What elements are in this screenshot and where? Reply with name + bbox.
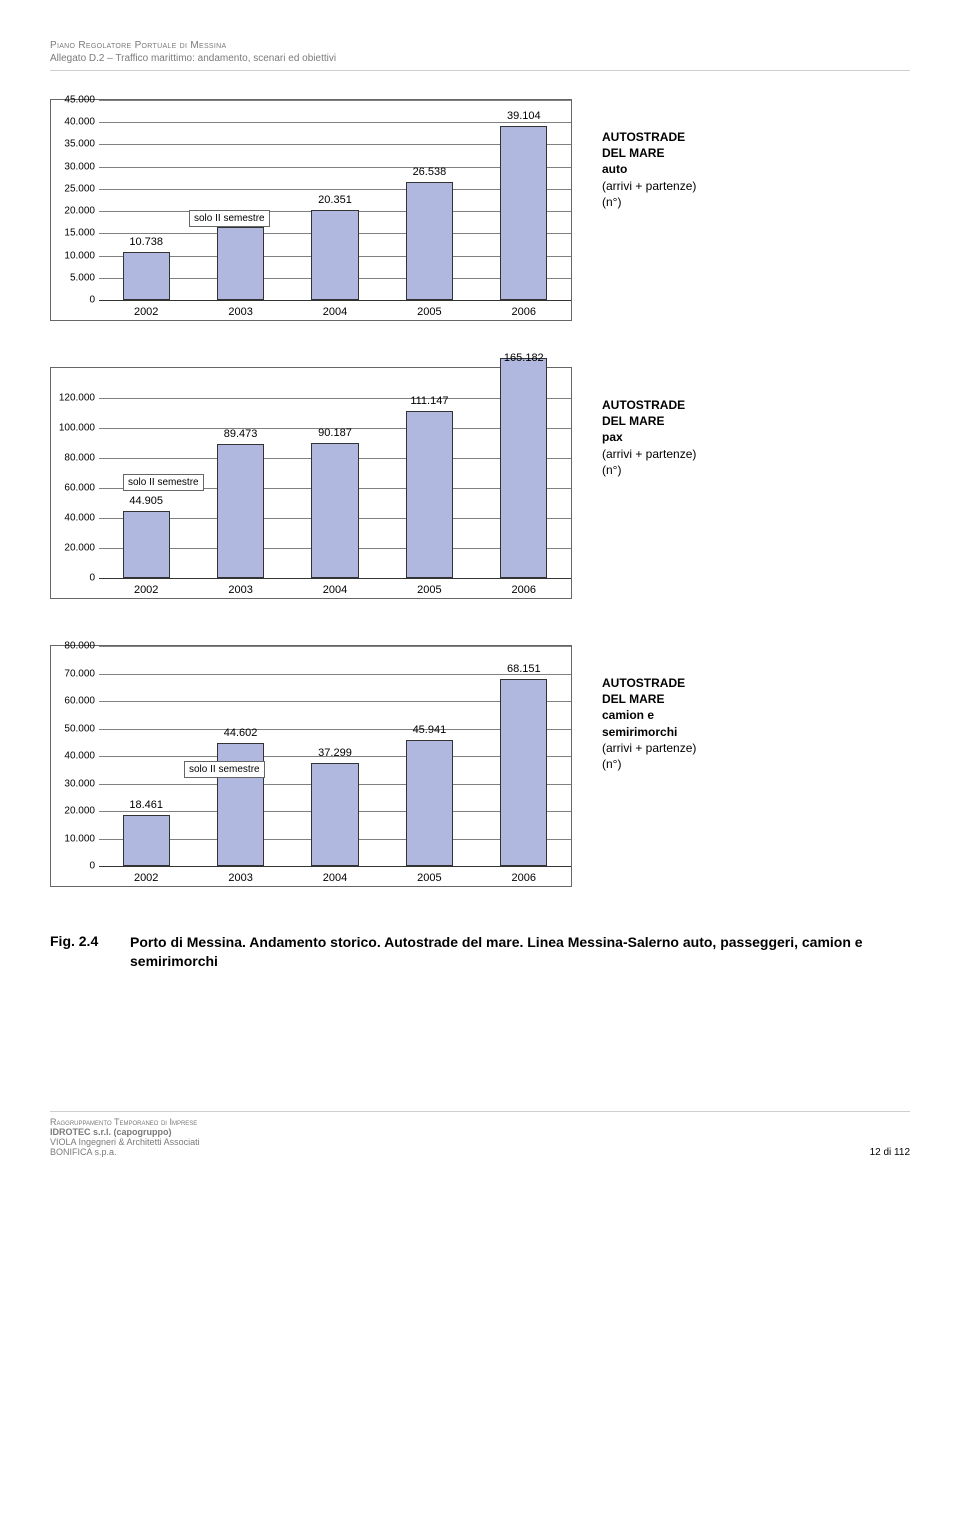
bar-chart: 0 20.000 40.000 60.000 80.000 100.000 120.000 4… <box>50 367 572 599</box>
y-axis-label: 20.000 <box>55 806 95 817</box>
page-number: 12 di 112 <box>870 1147 910 1158</box>
chart-bar <box>500 358 547 578</box>
y-axis-label: 60.000 <box>55 696 95 707</box>
bar-value-label: 89.473 <box>224 428 258 440</box>
doc-title: Piano Regolatore Portuale di Messina <box>50 40 910 51</box>
y-axis-label: 25.000 <box>55 183 95 194</box>
chart-row: 0 20.000 40.000 60.000 80.000 100.000 120.000 4… <box>50 367 910 599</box>
divider <box>50 70 910 71</box>
bar-value-label: 111.147 <box>410 395 448 407</box>
y-axis-label: 45.000 <box>55 95 95 106</box>
figure-label: Fig. 2.4 <box>50 933 130 971</box>
bar-value-label: 37.299 <box>318 747 352 759</box>
chart-bar <box>311 763 358 866</box>
bar-value-label: 44.905 <box>129 495 163 507</box>
y-axis-label: 50.000 <box>55 723 95 734</box>
figure-caption: Fig. 2.4 Porto di Messina. Andamento sto… <box>50 933 910 971</box>
chart-bar <box>406 182 453 300</box>
y-axis-label: 10.000 <box>55 250 95 261</box>
chart-bar <box>217 444 264 578</box>
x-axis-label: 2005 <box>417 872 441 884</box>
bar-value-label: 20.351 <box>318 194 352 206</box>
bar-value-label: 165.182 <box>504 352 544 364</box>
x-axis-label: 2006 <box>512 872 536 884</box>
bar-chart: 0 10.000 20.000 30.000 40.000 50.000 60.000 70.… <box>50 645 572 887</box>
y-axis-label: 35.000 <box>55 139 95 150</box>
bar-value-label: 10.738 <box>129 236 163 248</box>
x-axis-label: 2003 <box>228 306 252 318</box>
y-axis-label: 0 <box>55 573 95 584</box>
y-axis-label: 10.000 <box>55 833 95 844</box>
footer-line2: IDROTEC s.r.l. (capogruppo) <box>50 1127 910 1137</box>
y-axis-label: 100.000 <box>55 423 95 434</box>
y-axis-label: 120.000 <box>55 393 95 404</box>
y-axis-label: 60.000 <box>55 483 95 494</box>
chart-bar <box>123 815 170 866</box>
bar-value-label: 90.187 <box>318 427 352 439</box>
footer-line4: BONIFICA s.p.a. <box>50 1147 117 1157</box>
chart-caption: AUTOSTRADEDEL MAREauto(arrivi + partenze… <box>602 99 782 210</box>
y-axis-label: 5.000 <box>55 272 95 283</box>
x-axis-label: 2006 <box>512 306 536 318</box>
y-axis-label: 80.000 <box>55 453 95 464</box>
chart-annotation: solo II semestre <box>184 761 265 778</box>
chart-row: 0 10.000 20.000 30.000 40.000 50.000 60.000 70.… <box>50 645 910 887</box>
x-axis-label: 2003 <box>228 872 252 884</box>
x-axis-label: 2004 <box>323 584 347 596</box>
chart-row: 0 5.000 10.000 15.000 20.000 25.000 30.000 35.0… <box>50 99 910 321</box>
bar-chart: 0 5.000 10.000 15.000 20.000 25.000 30.000 35.0… <box>50 99 572 321</box>
footer: Raggruppamento Temporaneo di Imprese IDR… <box>50 1111 910 1157</box>
x-axis-label: 2002 <box>134 872 158 884</box>
y-axis-label: 40.000 <box>55 513 95 524</box>
y-axis-label: 15.000 <box>55 228 95 239</box>
x-axis-label: 2006 <box>512 584 536 596</box>
x-axis-label: 2004 <box>323 306 347 318</box>
bar-value-label: 18.461 <box>129 799 163 811</box>
bar-value-label: 44.602 <box>224 727 258 739</box>
chart-annotation: solo II semestre <box>189 210 270 227</box>
y-axis-label: 30.000 <box>55 778 95 789</box>
chart-caption: AUTOSTRADEDEL MAREcamion esemirimorchi(a… <box>602 645 782 772</box>
chart-bar <box>123 511 170 578</box>
y-axis-label: 70.000 <box>55 668 95 679</box>
chart-annotation: solo II semestre <box>123 474 204 491</box>
bar-value-label: 39.104 <box>507 110 541 122</box>
x-axis-label: 2002 <box>134 584 158 596</box>
x-axis-label: 2003 <box>228 584 252 596</box>
bar-value-label: 26.538 <box>413 166 447 178</box>
x-axis-label: 2005 <box>417 306 441 318</box>
x-axis-label: 2005 <box>417 584 441 596</box>
chart-bar <box>311 210 358 300</box>
doc-subtitle: Allegato D.2 – Traffico marittimo: andam… <box>50 53 910 64</box>
y-axis-label: 80.000 <box>55 641 95 652</box>
y-axis-label: 0 <box>55 295 95 306</box>
chart-bar <box>406 740 453 866</box>
bar-value-label: 68.151 <box>507 663 541 675</box>
figure-text: Porto di Messina. Andamento storico. Aut… <box>130 933 910 971</box>
chart-bar <box>500 126 547 300</box>
x-axis-label: 2004 <box>323 872 347 884</box>
chart-bar <box>406 411 453 578</box>
y-axis-label: 20.000 <box>55 206 95 217</box>
y-axis-label: 30.000 <box>55 161 95 172</box>
x-axis-label: 2002 <box>134 306 158 318</box>
footer-line3: VIOLA Ingegneri & Architetti Associati <box>50 1137 910 1147</box>
chart-bar <box>311 443 358 578</box>
y-axis-label: 0 <box>55 861 95 872</box>
chart-caption: AUTOSTRADEDEL MAREpax(arrivi + partenze)… <box>602 367 782 478</box>
y-axis-label: 40.000 <box>55 117 95 128</box>
bar-value-label: 45.941 <box>413 724 447 736</box>
chart-bar <box>500 679 547 866</box>
y-axis-label: 40.000 <box>55 751 95 762</box>
chart-bar <box>123 252 170 300</box>
chart-bar <box>217 227 264 300</box>
y-axis-label: 20.000 <box>55 543 95 554</box>
footer-line1: Raggruppamento Temporaneo di Imprese <box>50 1117 910 1127</box>
